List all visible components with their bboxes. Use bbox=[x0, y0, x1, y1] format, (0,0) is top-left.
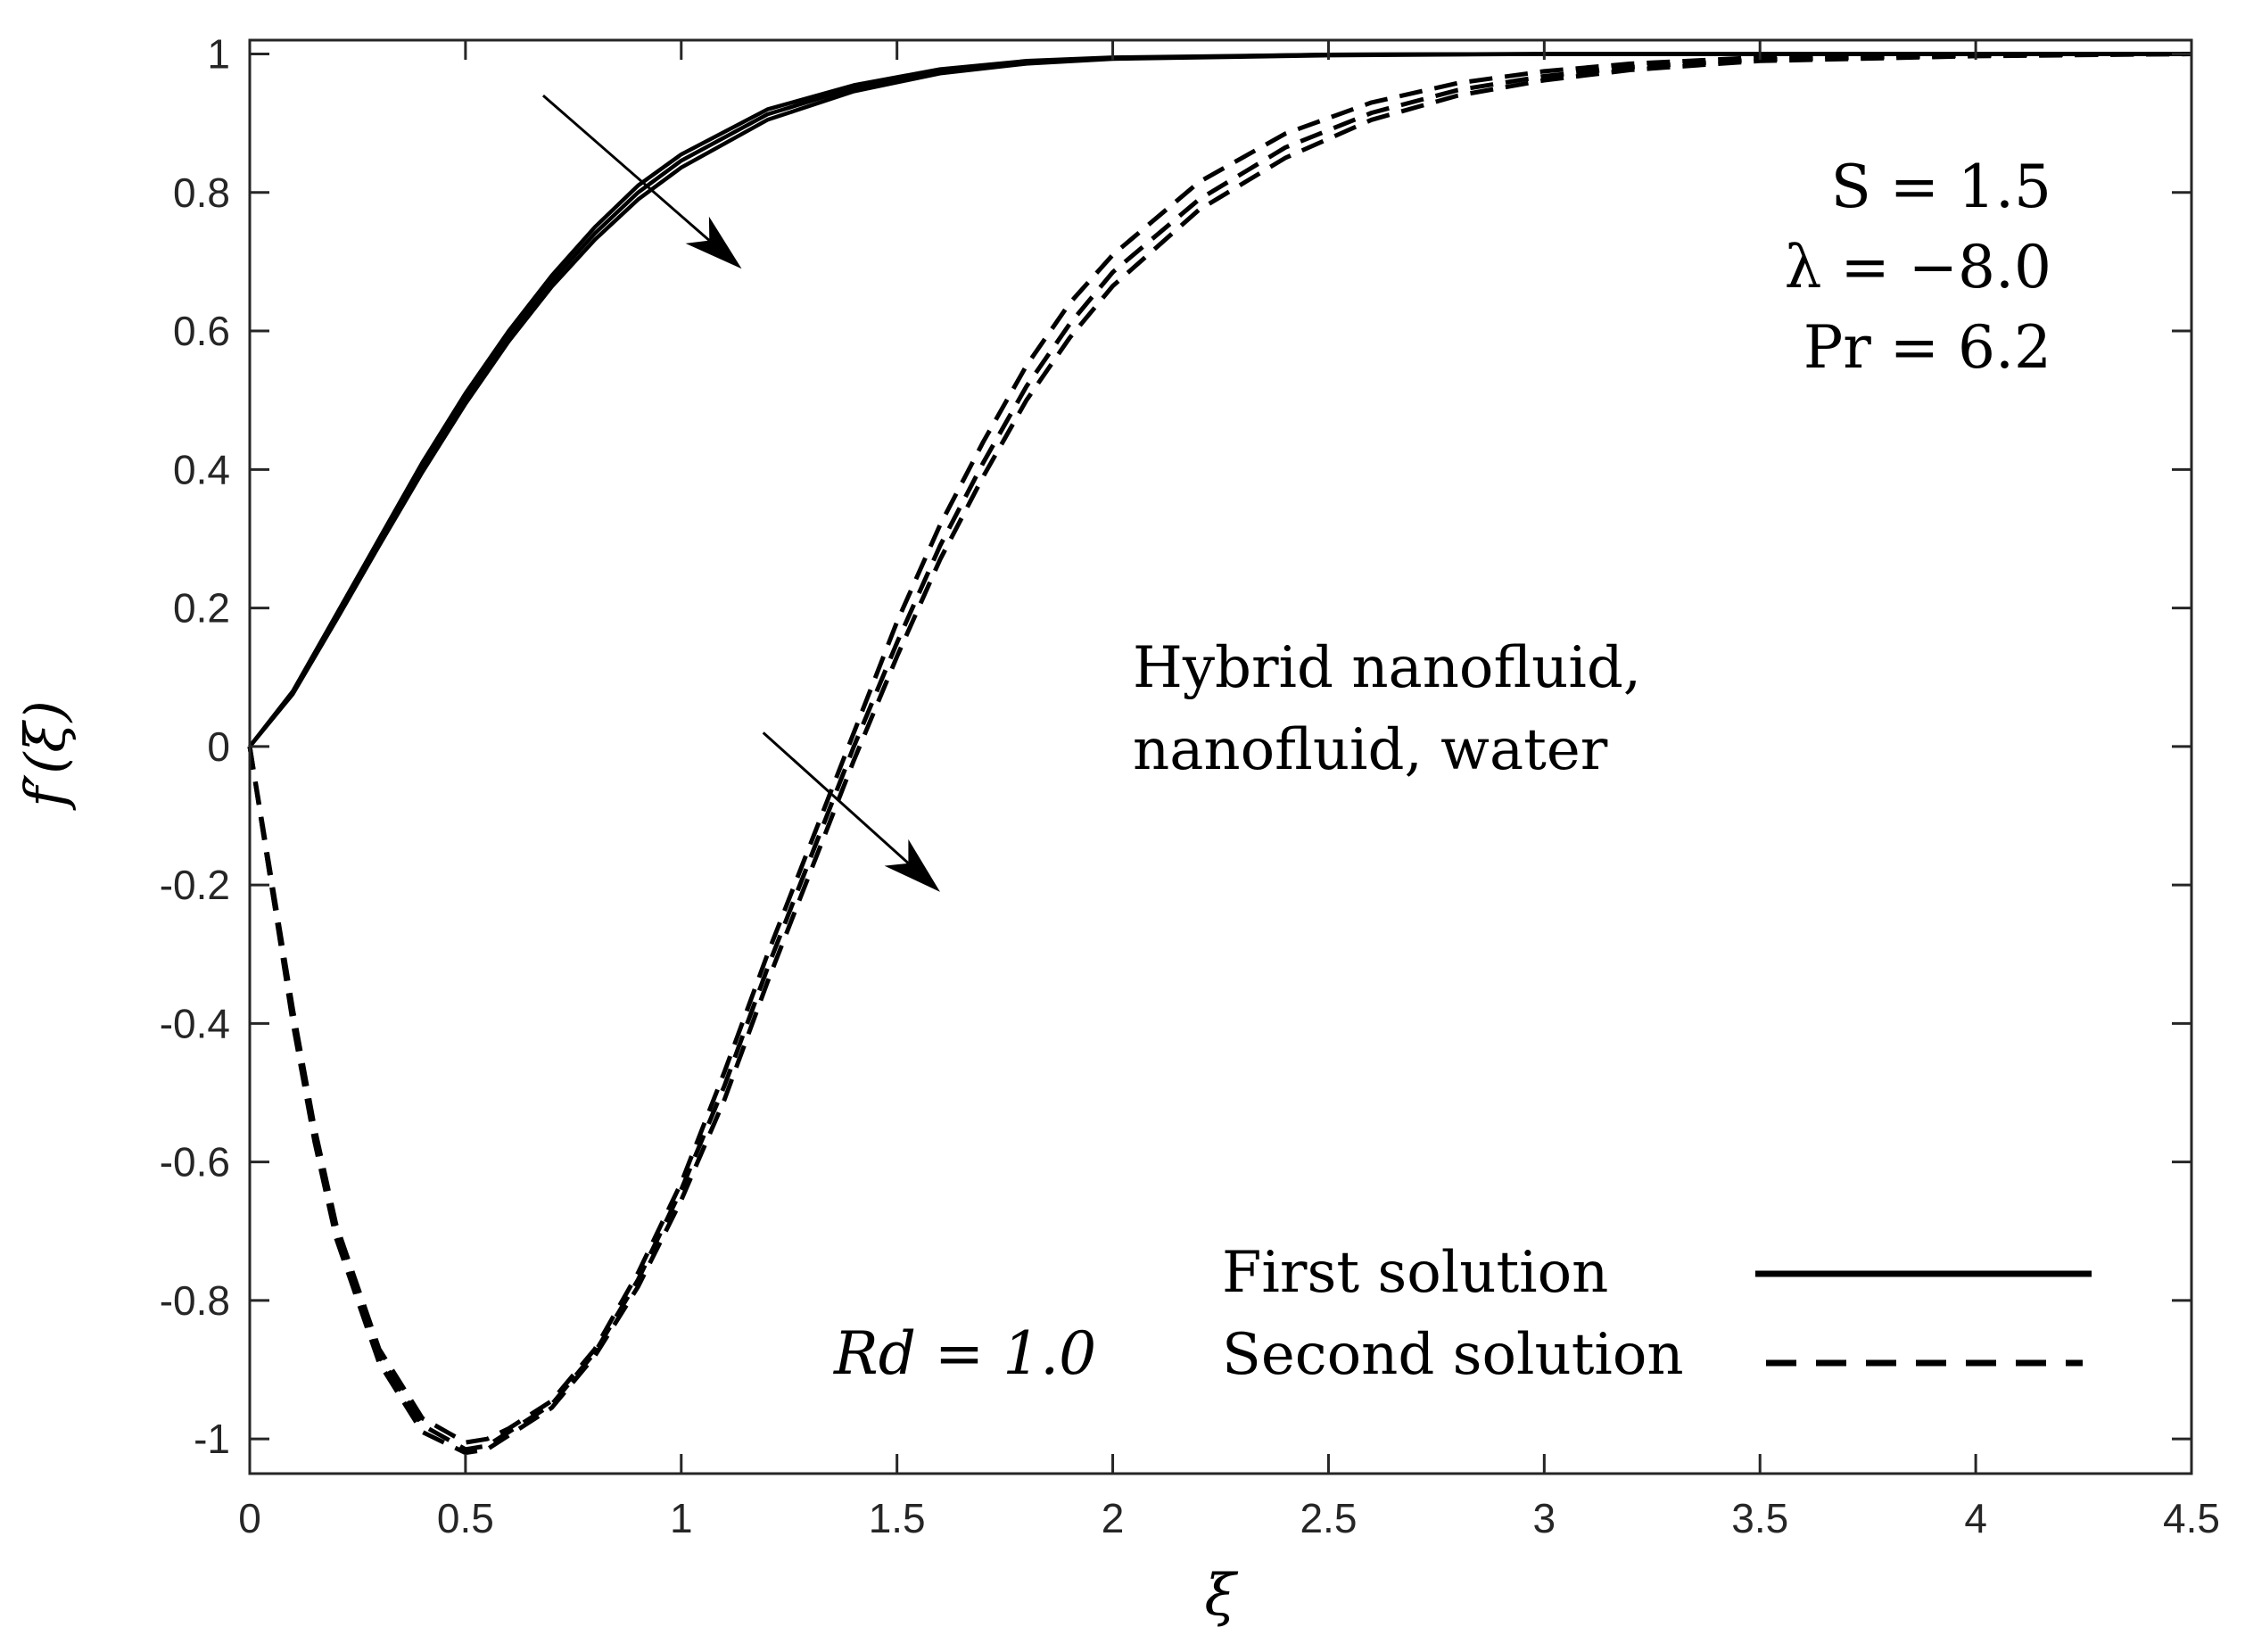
x-tick-label: 1.5 bbox=[869, 1495, 926, 1541]
series-line-4 bbox=[247, 52, 2192, 1452]
y-tick-label: 0.6 bbox=[173, 308, 230, 354]
legend: First solution Second solution bbox=[1222, 1240, 2092, 1388]
y-tick-label: -0.8 bbox=[160, 1277, 230, 1324]
param-lambda: λ = −8.0 bbox=[1785, 233, 2051, 301]
x-tick-label: 0.5 bbox=[437, 1495, 494, 1541]
arrow-head-0 bbox=[685, 216, 742, 269]
annotation-fluids-line2: nanofluid, water bbox=[1133, 717, 1608, 783]
y-tick-label: 0 bbox=[207, 723, 230, 770]
x-tick-label: 2 bbox=[1102, 1495, 1125, 1541]
y-tick-label: -0.2 bbox=[160, 862, 230, 908]
series-line-5 bbox=[247, 52, 2192, 1456]
legend-label-second-solution: Second solution bbox=[1222, 1322, 1684, 1388]
series-layer bbox=[247, 52, 2192, 1456]
y-tick-label: -1 bbox=[194, 1416, 230, 1462]
y-tick-label: -0.4 bbox=[160, 1000, 230, 1046]
arrow-shaft-0 bbox=[541, 94, 711, 242]
y-tick-label: 0.2 bbox=[173, 585, 230, 632]
arrow-head-1 bbox=[884, 838, 940, 892]
x-tick-label: 3 bbox=[1533, 1495, 1556, 1541]
x-tick-label: 0 bbox=[238, 1495, 261, 1541]
x-tick-label: 4 bbox=[1964, 1495, 1987, 1541]
param-s: S = 1.5 bbox=[1831, 153, 2051, 221]
arrows-layer bbox=[541, 94, 940, 892]
param-pr: Pr = 6.2 bbox=[1803, 313, 2051, 382]
tick-labels: 0 0.5 1 1.5 2 2.5 3 3.5 4 4.5 1 0.8 0.6 0.4 0.2 0 -0.2 -0… bbox=[160, 31, 2220, 1541]
series-line-3 bbox=[247, 52, 2192, 1445]
legend-label-first-solution: First solution bbox=[1222, 1240, 1608, 1306]
x-tick-label: 1 bbox=[670, 1495, 693, 1541]
y-axis-label: f′(ξ) bbox=[12, 700, 78, 811]
y-tick-label: 1 bbox=[207, 31, 230, 78]
y-tick-label: 0.4 bbox=[173, 446, 230, 492]
x-tick-label: 3.5 bbox=[1731, 1495, 1788, 1541]
annotation-fluids-line1: Hybrid nanofluid, bbox=[1133, 635, 1641, 701]
plot-frame bbox=[248, 38, 2193, 1475]
x-tick-label: 2.5 bbox=[1300, 1495, 1357, 1541]
arrow-shaft-1 bbox=[762, 731, 910, 864]
y-tick-label: -0.6 bbox=[160, 1139, 230, 1185]
axes-layer bbox=[248, 38, 2193, 1475]
annotation-rd: Rd = 1.0 bbox=[833, 1319, 1096, 1388]
x-axis-label: ξ bbox=[1204, 1563, 1238, 1629]
y-tick-label: 0.8 bbox=[173, 169, 230, 216]
x-tick-label: 4.5 bbox=[2163, 1495, 2220, 1541]
series-line-2 bbox=[248, 52, 2191, 748]
